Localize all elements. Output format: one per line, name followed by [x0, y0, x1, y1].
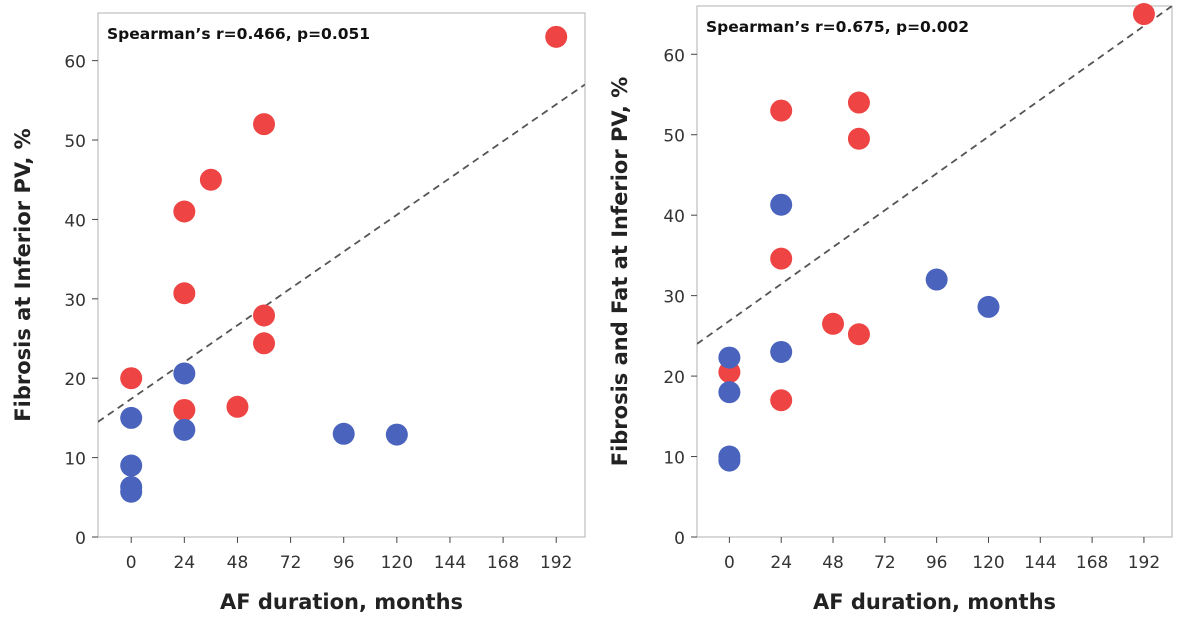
y-tick-label: 0: [674, 529, 685, 549]
blue-data-point: [925, 268, 948, 291]
red-data-point: [120, 367, 143, 390]
red-data-point: [173, 200, 196, 223]
y-tick-label: 50: [64, 132, 86, 152]
red-data-point: [199, 168, 222, 191]
blue-data-point: [770, 340, 793, 363]
blue-data-point: [718, 346, 741, 369]
x-tick-label: 168: [487, 553, 519, 573]
red-data-point: [822, 312, 845, 335]
x-tick-label: 24: [770, 553, 792, 573]
x-tick-label: 48: [227, 553, 249, 573]
red-data-point: [847, 91, 870, 114]
y-tick-label: 60: [663, 46, 685, 66]
y-tick-label: 20: [64, 370, 86, 390]
red-data-point: [1132, 3, 1155, 26]
red-data-point: [770, 389, 793, 412]
x-tick-label: 72: [874, 553, 896, 573]
blue-data-point: [120, 406, 143, 429]
blue-data-point: [120, 454, 143, 477]
y-tick-label: 30: [64, 291, 86, 311]
red-data-point: [847, 323, 870, 346]
red-data-point: [253, 332, 276, 355]
x-tick-label: 96: [926, 553, 948, 573]
red-data-point: [173, 398, 196, 421]
y-axis-title: Fibrosis at Inferior PV, %: [11, 128, 35, 421]
y-tick-label: 40: [64, 211, 86, 231]
red-data-point: [770, 99, 793, 122]
y-tick-label: 40: [663, 207, 685, 227]
blue-data-point: [718, 381, 741, 404]
blue-data-point: [770, 193, 793, 216]
blue-data-point: [385, 423, 408, 446]
plot-area: [97, 12, 586, 538]
x-tick-label: 192: [540, 553, 572, 573]
y-tick-label: 0: [75, 529, 86, 549]
spearman-annotation: Spearman’s r=0.466, p=0.051: [107, 25, 370, 43]
red-data-point: [545, 25, 568, 48]
x-tick-label: 96: [333, 553, 355, 573]
x-tick-label: 24: [174, 553, 196, 573]
x-tick-label: 192: [1128, 553, 1160, 573]
x-tick-label: 72: [280, 553, 302, 573]
blue-data-point: [173, 362, 196, 385]
red-data-point: [770, 247, 793, 270]
red-data-point: [226, 395, 249, 418]
spearman-annotation: Spearman’s r=0.675, p=0.002: [706, 18, 969, 36]
left-scatter-panel: 0 10 20 30 40 50 60 0 24 48 72 96 120 144 168 192 Spearm…: [11, 12, 586, 614]
y-tick-label: 50: [663, 127, 685, 147]
x-tick-label: 144: [434, 553, 466, 573]
x-tick-label: 144: [1024, 553, 1056, 573]
red-data-point: [253, 113, 276, 136]
blue-data-point: [173, 418, 196, 441]
x-axis-title: AF duration, months: [813, 590, 1056, 614]
y-tick-label: 20: [663, 368, 685, 388]
blue-data-point: [120, 480, 143, 503]
red-data-point: [253, 304, 276, 327]
right-scatter-panel: 0 10 20 30 40 50 60 0 24 48 72 96 120 144 168 192 Spearm…: [608, 3, 1173, 614]
blue-data-point: [977, 295, 1000, 318]
x-tick-label: 120: [381, 553, 413, 573]
red-data-point: [847, 127, 870, 150]
x-tick-label: 120: [972, 553, 1004, 573]
y-tick-label: 30: [663, 288, 685, 308]
red-data-point: [173, 282, 196, 305]
y-tick-label: 10: [64, 450, 86, 470]
y-tick-label: 60: [64, 53, 86, 73]
trend-line: [697, 6, 1172, 345]
y-tick-label: 10: [663, 449, 685, 469]
x-tick-label: 0: [126, 553, 137, 573]
blue-data-point: [718, 449, 741, 472]
y-axis-title: Fibrosis and Fat at Inferior PV, %: [608, 77, 632, 467]
x-axis-title: AF duration, months: [220, 590, 463, 614]
x-tick-label: 0: [724, 553, 735, 573]
x-tick-label: 168: [1076, 553, 1108, 573]
x-tick-label: 48: [822, 553, 844, 573]
blue-data-point: [332, 422, 355, 445]
